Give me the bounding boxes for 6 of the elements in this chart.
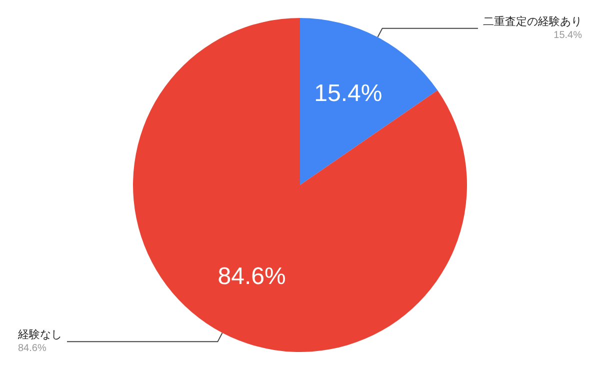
text: 15.4%: [554, 30, 582, 41]
slice-label: 二重査定の経験あり: [483, 14, 582, 28]
data-label: 15.4%: [314, 80, 382, 107]
text: 84.6%: [218, 263, 286, 290]
slice-label: 経験なし: [17, 329, 62, 342]
data-label: 84.6%: [18, 343, 46, 354]
